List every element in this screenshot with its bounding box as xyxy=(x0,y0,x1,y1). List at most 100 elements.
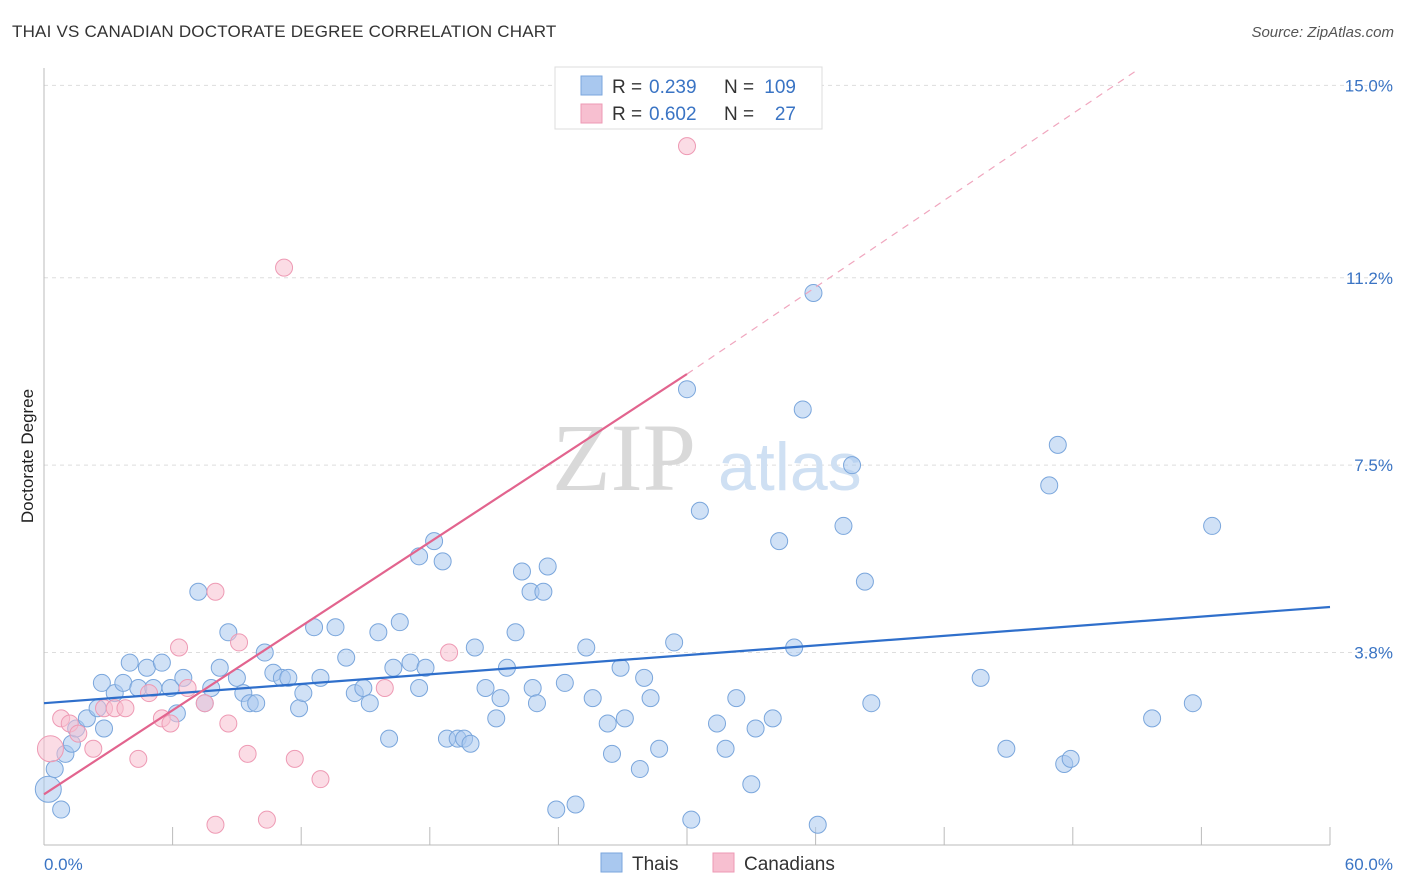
thais-point xyxy=(279,668,298,687)
canadians-point xyxy=(116,699,135,718)
thais-point xyxy=(793,400,812,419)
series-legend: Thais Canadians xyxy=(600,852,835,875)
thais-point xyxy=(855,572,874,591)
canadians-point xyxy=(375,679,394,697)
thais-point xyxy=(547,800,566,819)
thais-point xyxy=(92,673,111,692)
thais-point xyxy=(45,760,64,779)
thais-point xyxy=(746,719,765,738)
thais-point xyxy=(401,653,420,672)
thais-point xyxy=(678,380,696,399)
canadians-trend-line xyxy=(43,373,688,796)
thais-point xyxy=(506,623,525,642)
canadians-point xyxy=(311,770,330,789)
thais-point xyxy=(615,709,634,728)
thais-point xyxy=(380,729,399,748)
canadians-point xyxy=(206,815,225,834)
legend-r-label-canadians: R = xyxy=(612,104,642,125)
data-points xyxy=(34,137,1222,834)
thais-point xyxy=(742,775,761,794)
x-tick-label-min: 0.0% xyxy=(44,855,83,874)
thais-point xyxy=(487,709,506,728)
y-tick-label: 11.2% xyxy=(1346,269,1393,288)
legend-swatch-canadians xyxy=(580,103,603,124)
thais-point xyxy=(1040,476,1059,495)
thais-point xyxy=(997,739,1016,758)
thais-point xyxy=(137,658,156,677)
thais-point xyxy=(577,638,596,657)
canadians-point xyxy=(195,694,214,713)
thais-point xyxy=(360,694,379,713)
thais-point xyxy=(491,689,510,708)
thais-point xyxy=(566,795,585,814)
legend-n-label-canadians: N = xyxy=(724,104,754,125)
thais-point xyxy=(583,689,602,708)
x-tick-label-max: 60.0% xyxy=(1345,855,1393,874)
stats-legend: R = 0.239 N = 109 R = 0.602 N = 27 xyxy=(554,66,823,130)
thais-point xyxy=(294,684,313,703)
thais-point xyxy=(770,532,789,551)
canadians-point xyxy=(219,714,238,733)
thais-point xyxy=(527,694,546,713)
y-tick-label: 15.0% xyxy=(1345,76,1393,95)
thais-point xyxy=(843,456,862,475)
legend-n-label-thais: N = xyxy=(724,77,754,98)
thais-point xyxy=(34,775,62,803)
thais-point xyxy=(804,283,823,302)
y-tick-label: 7.5% xyxy=(1354,456,1393,475)
thais-point xyxy=(369,623,388,642)
chart-source: Source: ZipAtlas.com xyxy=(1251,24,1394,41)
legend-n-value-thais: 109 xyxy=(764,77,796,98)
thais-point xyxy=(602,744,621,763)
canadians-point xyxy=(129,749,148,768)
chart-title: THAI VS CANADIAN DOCTORATE DEGREE CORREL… xyxy=(12,22,557,41)
thais-point xyxy=(665,633,684,652)
thais-point xyxy=(523,679,542,697)
thais-point xyxy=(290,699,309,718)
thais-point xyxy=(326,618,345,637)
thais-point xyxy=(611,658,630,677)
legend-n-value-canadians: 27 xyxy=(775,104,796,125)
thais-trend-line xyxy=(43,605,1331,705)
thais-point xyxy=(476,679,495,697)
watermark-atlas: atlas xyxy=(718,429,862,505)
canadians-point xyxy=(170,638,189,657)
thais-point xyxy=(384,658,403,677)
thais-point xyxy=(862,694,881,713)
series-legend-label-thais: Thais xyxy=(632,854,678,875)
legend-swatch-thais xyxy=(580,75,603,96)
thais-point xyxy=(354,679,373,697)
thais-point xyxy=(465,638,484,657)
thais-point xyxy=(763,709,782,728)
canadians-point xyxy=(257,810,276,829)
thais-point xyxy=(247,694,266,713)
thais-point xyxy=(189,582,208,601)
thais-point xyxy=(1203,516,1222,535)
thais-point xyxy=(210,658,229,677)
watermark: ZIP atlas xyxy=(552,404,862,511)
thais-point xyxy=(598,714,617,733)
thais-point xyxy=(971,668,990,687)
watermark-zip: ZIP xyxy=(552,404,696,511)
thais-point xyxy=(834,516,853,535)
canadians-point xyxy=(285,749,304,768)
thais-point xyxy=(95,719,114,738)
thais-point xyxy=(114,673,133,692)
thais-point xyxy=(1048,435,1067,454)
thais-point xyxy=(433,552,452,571)
thais-point xyxy=(202,679,221,697)
thais-point xyxy=(808,815,827,834)
legend-r-value-canadians: 0.602 xyxy=(649,104,697,125)
thais-point xyxy=(727,689,746,708)
thais-point xyxy=(650,739,669,758)
y-tick-labels: 3.8% 7.5% 11.2% 15.0% xyxy=(1345,76,1393,662)
thais-point xyxy=(630,760,649,779)
thais-point xyxy=(416,658,435,677)
thais-point xyxy=(120,653,139,672)
thais-point xyxy=(52,800,71,819)
canadians-point xyxy=(230,633,249,652)
thais-point xyxy=(1183,694,1202,713)
canadians-point xyxy=(69,724,88,743)
y-axis-title: Doctorate Degree xyxy=(18,389,37,523)
canadians-point xyxy=(275,258,294,277)
